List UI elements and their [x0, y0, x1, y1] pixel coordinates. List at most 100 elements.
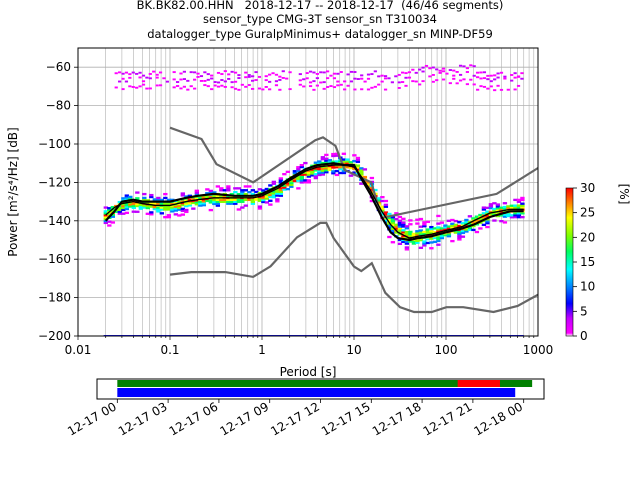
y-tick-label: −140	[38, 214, 71, 228]
psd-cell	[478, 227, 483, 230]
psd-cell	[345, 160, 350, 163]
psd-cell	[345, 166, 350, 169]
psd-cell	[320, 169, 326, 172]
psd-cell	[489, 74, 493, 77]
psd-cell	[166, 214, 171, 217]
psd-cell	[341, 158, 347, 161]
psd-cell	[359, 167, 364, 170]
psd-cell	[158, 71, 163, 74]
psd-cell	[205, 195, 210, 199]
psd-cell	[432, 236, 438, 240]
psd-cell	[324, 167, 329, 170]
psd-cell	[229, 202, 235, 205]
psd-cell	[474, 219, 480, 222]
psd-cell	[138, 85, 142, 88]
psd-cell	[315, 72, 319, 75]
psd-cell	[397, 238, 403, 242]
psd-cell	[474, 215, 480, 218]
psd-cell	[306, 179, 312, 182]
psd-cell	[492, 202, 497, 205]
psd-cell	[380, 205, 385, 208]
psd-cell	[288, 88, 292, 91]
psd-cell	[397, 233, 403, 236]
psd-cell	[334, 160, 340, 163]
psd-cell	[233, 71, 238, 74]
psd-cell	[173, 207, 178, 210]
psd-cell	[471, 224, 476, 228]
psd-cell	[271, 196, 277, 199]
psd-cell	[513, 216, 518, 219]
psd-cell	[499, 220, 504, 223]
psd-cell	[170, 202, 175, 205]
psd-cell	[170, 204, 175, 207]
psd-cell	[124, 71, 129, 74]
psd-cell	[516, 206, 522, 209]
psd-cell	[390, 216, 396, 219]
psd-cell	[135, 191, 140, 194]
psd-cell	[401, 231, 406, 234]
psd-cell	[383, 75, 388, 78]
psd-cell	[196, 72, 200, 75]
psd-cell	[180, 213, 185, 216]
psd-cell	[401, 233, 406, 236]
psd-cell	[476, 71, 480, 74]
psd-cell	[268, 199, 273, 202]
psd-cell	[411, 232, 417, 236]
psd-cell	[431, 73, 435, 76]
psd-cell	[422, 242, 427, 245]
psd-cell	[394, 231, 399, 234]
psd-cell	[156, 202, 161, 205]
psd-cell	[502, 213, 508, 216]
psd-cell	[149, 205, 154, 208]
psd-cell	[460, 229, 466, 233]
psd-cell	[135, 204, 140, 208]
psd-cell	[317, 169, 322, 173]
psd-cell	[436, 226, 441, 229]
psd-cell	[191, 207, 196, 210]
psd-cell	[142, 206, 147, 209]
psd-cell	[199, 75, 204, 78]
mode-line	[104, 162, 524, 242]
colorbar-tick-label: 15	[580, 255, 595, 269]
psd-cell	[404, 236, 410, 240]
psd-cell	[404, 248, 410, 251]
psd-cell	[180, 194, 185, 197]
psd-cell	[121, 72, 125, 75]
psd-cell	[359, 172, 364, 176]
psd-cell	[298, 73, 302, 76]
psd-cell	[165, 80, 169, 83]
y-tick-label: −60	[46, 60, 71, 74]
psd-cell	[303, 179, 308, 182]
psd-cell	[236, 200, 242, 203]
psd-cell	[306, 169, 312, 172]
psd-cell	[264, 201, 270, 204]
psd-cell	[404, 234, 410, 238]
timeline-bars	[117, 380, 533, 397]
psd-cell	[352, 159, 357, 163]
psd-cell	[376, 197, 382, 200]
psd-cell	[149, 213, 154, 216]
psd-cell	[159, 208, 164, 211]
y-tick-label: −180	[38, 291, 71, 305]
psd-cell	[334, 166, 340, 169]
psd-cell	[306, 181, 312, 184]
psd-cell	[268, 184, 273, 187]
psd-cell	[303, 181, 308, 184]
psd-cell	[308, 85, 313, 88]
psd-cell	[450, 239, 455, 243]
psd-cell	[387, 218, 392, 221]
psd-cell	[320, 156, 326, 159]
psd-cell	[520, 72, 524, 75]
psd-cell	[292, 179, 298, 182]
psd-cell	[432, 233, 438, 236]
psd-cell	[390, 218, 396, 221]
psd-cell	[471, 228, 476, 232]
psd-cell	[128, 73, 132, 76]
psd-cell	[404, 72, 408, 75]
psd-cell	[429, 241, 434, 244]
psd-cell	[450, 222, 455, 225]
psd-cell	[516, 214, 522, 217]
psd-cell	[336, 80, 340, 83]
psd-cell	[220, 84, 224, 87]
psd-cell	[177, 208, 182, 211]
